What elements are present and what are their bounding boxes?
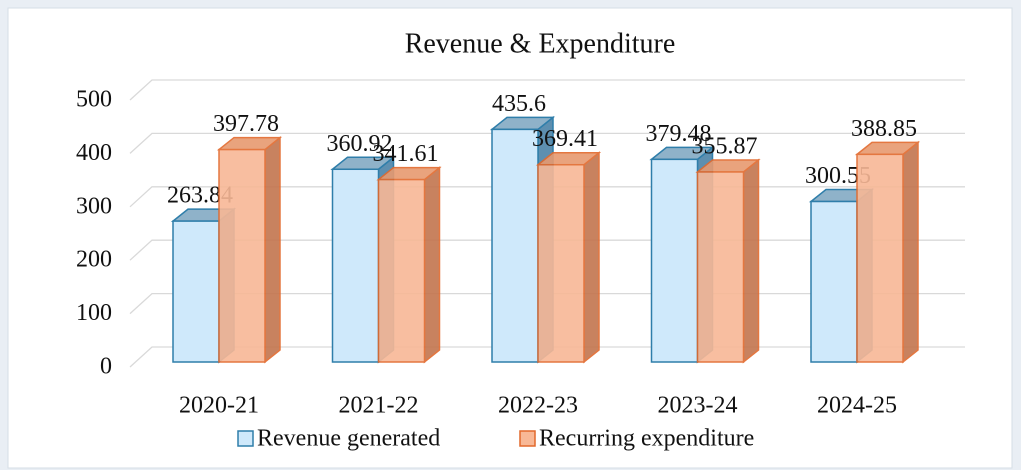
bar-front <box>856 153 904 363</box>
bar-front <box>696 171 745 363</box>
x-tick-label: 2023-24 <box>658 393 738 419</box>
y-tick-label: 300 <box>76 193 112 219</box>
legend-label: Recurring expenditure <box>539 426 754 452</box>
data-label: 355.87 <box>692 133 758 159</box>
chart-title: Revenue & Expenditure <box>405 28 676 59</box>
bar-front <box>218 148 266 363</box>
legend-label: Revenue generated <box>257 426 440 452</box>
data-label: 379.48 <box>646 121 712 147</box>
grid-line <box>129 79 965 101</box>
x-tick-label: 2020-21 <box>179 393 259 419</box>
y-tick-label: 200 <box>76 247 112 273</box>
legend-swatch <box>237 430 254 447</box>
bar <box>695 158 761 364</box>
bar-side <box>902 140 919 364</box>
bar-side <box>423 166 441 364</box>
x-tick-label: 2021-22 <box>339 393 419 419</box>
y-tick-label: 500 <box>76 87 112 113</box>
data-label: 435.6 <box>492 91 546 117</box>
bar-front <box>377 178 426 363</box>
bar-front <box>650 158 699 363</box>
data-label: 360.92 <box>327 131 393 157</box>
bar-side <box>264 136 281 364</box>
bar-side <box>742 158 760 364</box>
bar-front <box>331 168 380 363</box>
bar-front <box>172 220 220 363</box>
x-tick-label: 2024-25 <box>817 393 897 419</box>
y-tick-label: 100 <box>76 300 112 326</box>
data-label: 388.85 <box>851 116 917 142</box>
bar <box>854 140 921 364</box>
data-label: 341.61 <box>373 141 439 167</box>
bar-front <box>537 163 585 363</box>
bar <box>376 166 442 364</box>
bar-side <box>583 151 600 364</box>
y-tick-label: 0 <box>100 354 112 380</box>
data-label: 397.78 <box>213 111 279 137</box>
bar <box>535 151 602 364</box>
x-tick-label: 2022-23 <box>498 393 578 419</box>
bar <box>216 136 283 364</box>
y-tick-label: 400 <box>76 140 112 166</box>
bar-front <box>810 200 858 363</box>
legend-swatch <box>519 430 536 447</box>
bar-front <box>491 128 539 363</box>
grid-line <box>129 132 965 154</box>
data-label: 369.41 <box>532 126 598 152</box>
